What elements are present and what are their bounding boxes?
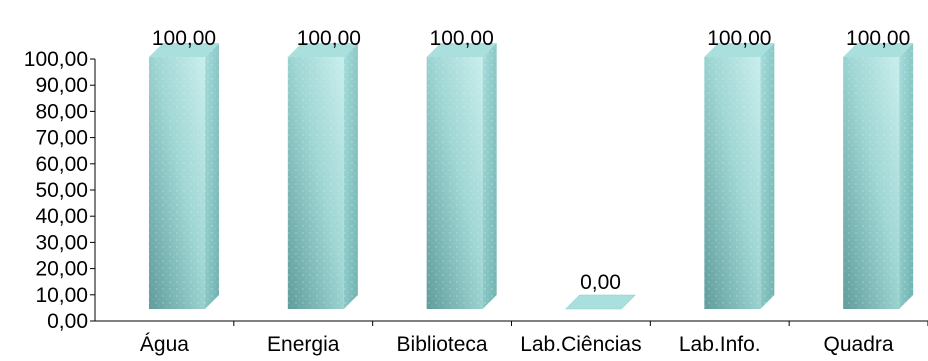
y-tick-label: 100,00 bbox=[24, 48, 88, 71]
x-tick-label: Lab.Info. bbox=[679, 333, 761, 356]
x-tick-label: Lab.Ciências bbox=[520, 333, 641, 356]
bar-side-texture bbox=[343, 43, 358, 309]
x-tick-label: Água bbox=[140, 333, 189, 356]
bar-top-face bbox=[704, 43, 775, 57]
bar-top-face bbox=[287, 43, 358, 57]
data-label: 100,00 bbox=[297, 27, 361, 50]
x-tick-label: Biblioteca bbox=[397, 333, 488, 356]
y-tick-label: 0,00 bbox=[47, 310, 88, 333]
bar-0 bbox=[149, 43, 219, 309]
data-label: 100,00 bbox=[707, 27, 771, 50]
bar-2 bbox=[426, 43, 497, 309]
y-tick-label: 40,00 bbox=[35, 205, 88, 228]
data-label: 100,00 bbox=[430, 27, 494, 50]
bar-5 bbox=[843, 43, 914, 309]
y-tick-label: 50,00 bbox=[35, 179, 88, 202]
data-label: 100,00 bbox=[152, 27, 216, 50]
bar-front-texture bbox=[149, 57, 205, 309]
bar-side-texture bbox=[899, 43, 914, 309]
bar-front-texture bbox=[287, 57, 344, 309]
bar-3 bbox=[564, 294, 637, 310]
y-tick-label: 10,00 bbox=[35, 284, 88, 307]
bar-front-texture bbox=[426, 57, 483, 309]
bar-front-texture bbox=[843, 57, 900, 309]
y-tick-label: 30,00 bbox=[35, 231, 88, 254]
bar-top-face bbox=[843, 43, 914, 57]
bar-front-texture bbox=[704, 57, 761, 309]
bar-top-face bbox=[564, 294, 637, 310]
y-tick-label: 70,00 bbox=[35, 127, 88, 150]
data-label: 100,00 bbox=[846, 27, 910, 50]
y-tick-label: 20,00 bbox=[35, 258, 88, 281]
data-label: 0,00 bbox=[580, 271, 621, 294]
y-tick-label: 90,00 bbox=[35, 74, 88, 97]
y-tick-label: 80,00 bbox=[35, 100, 88, 123]
bar-top-face bbox=[149, 43, 219, 57]
bar-side-texture bbox=[760, 43, 775, 309]
x-tick-label: Quadra bbox=[824, 333, 894, 356]
x-tick-label: Energia bbox=[267, 333, 340, 356]
y-tick-label: 60,00 bbox=[35, 153, 88, 176]
bar-side-texture bbox=[482, 43, 497, 309]
bar-top-face bbox=[426, 43, 497, 57]
bar-4 bbox=[704, 43, 775, 309]
bar-1 bbox=[287, 43, 358, 309]
bar-side-texture bbox=[205, 43, 219, 309]
